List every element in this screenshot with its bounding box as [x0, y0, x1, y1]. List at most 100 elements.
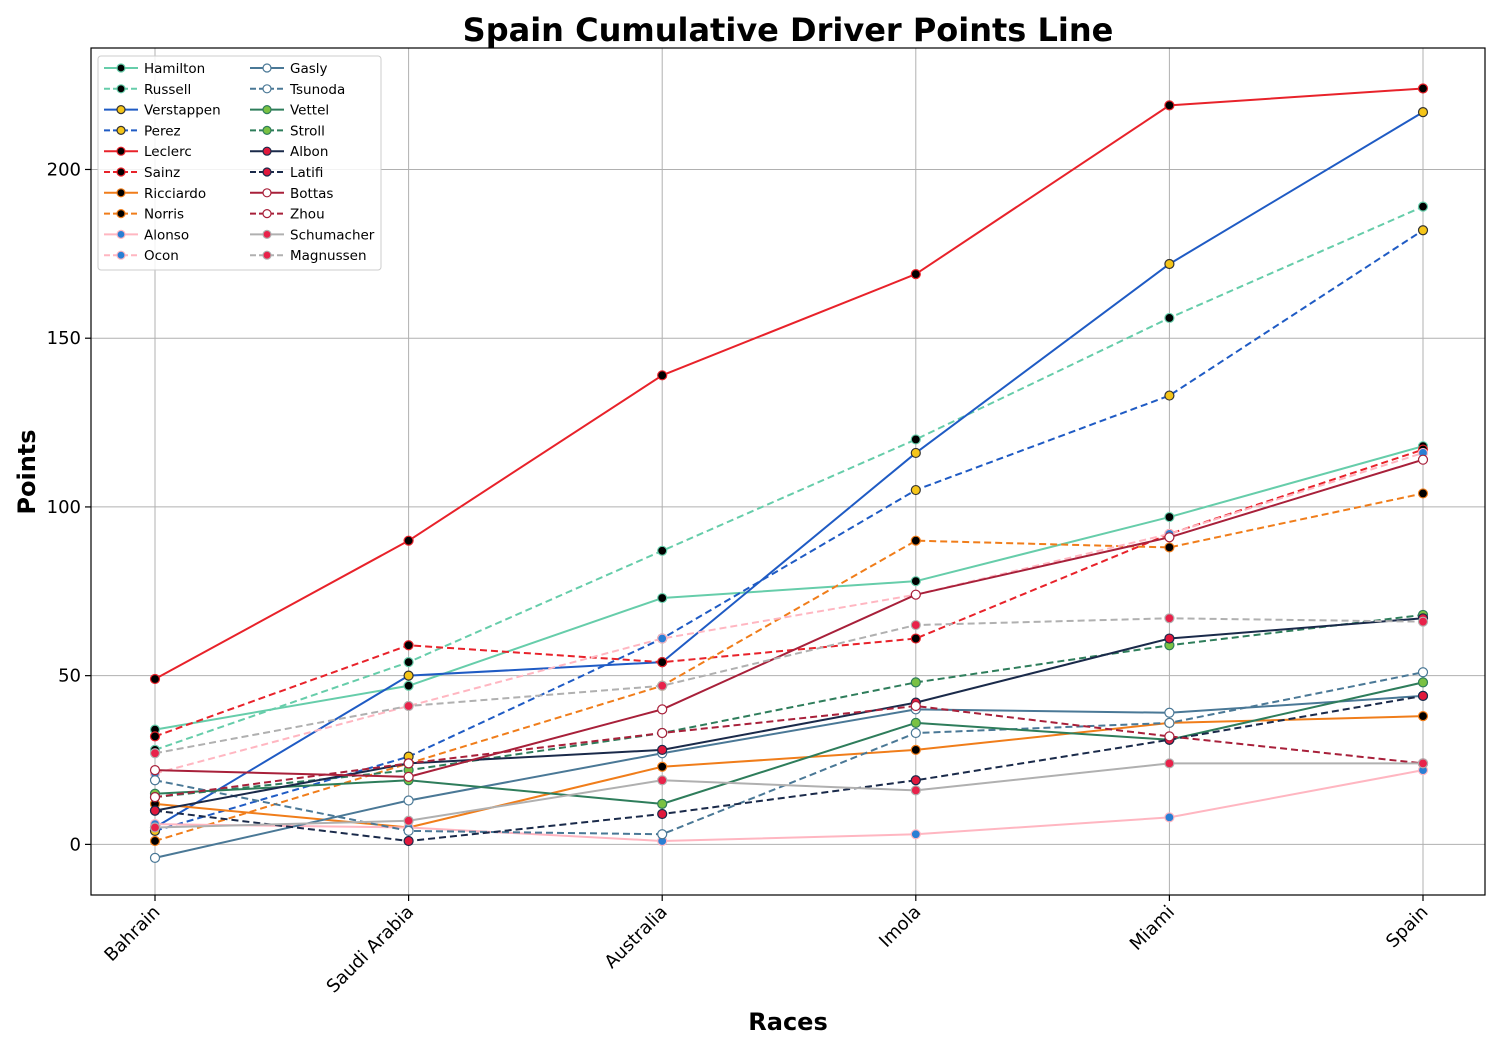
- legend-label: Latifi: [290, 165, 323, 181]
- data-point: [657, 704, 668, 715]
- data-point: [910, 829, 921, 840]
- legend-label: Schumacher: [290, 227, 375, 243]
- series-line: [154, 445, 1424, 731]
- data-point: [1164, 312, 1175, 324]
- data-point: [657, 775, 668, 786]
- series-line: [154, 205, 1424, 751]
- legend-item-ricciardo: Ricciardo: [104, 186, 206, 202]
- y-tick-label: 150: [47, 328, 81, 349]
- data-point: [657, 798, 668, 809]
- series-layer: [149, 83, 1429, 863]
- data-point: [910, 434, 921, 445]
- legend-item-vettel: Vettel: [250, 103, 329, 119]
- data-point: [1417, 488, 1429, 499]
- legend-item-leclerc: Leclerc: [104, 144, 192, 160]
- data-point: [403, 758, 414, 769]
- legend-item-alonso: Alonso: [104, 227, 189, 243]
- data-point: [403, 640, 414, 651]
- data-point: [403, 535, 414, 546]
- series-line: [154, 694, 1424, 843]
- plot-frame: [90, 47, 1486, 896]
- legend-item-stroll: Stroll: [250, 123, 325, 139]
- legend-swatch-marker: [262, 229, 272, 239]
- legend-item-perez: Perez: [104, 123, 181, 139]
- legend-label: Norris: [144, 207, 184, 223]
- legend-swatch-marker: [116, 229, 126, 239]
- data-point: [657, 727, 668, 739]
- data-point: [149, 792, 161, 803]
- data-point: [1164, 542, 1175, 553]
- series-line: [154, 458, 1424, 778]
- data-point: [149, 805, 161, 816]
- data-point: [910, 576, 921, 587]
- data-point: [910, 775, 921, 786]
- data-point: [1164, 532, 1175, 543]
- data-point: [1417, 711, 1429, 722]
- data-point: [910, 619, 921, 631]
- data-point: [910, 744, 921, 755]
- data-point: [1417, 677, 1429, 688]
- legend-label: Gasly: [290, 61, 328, 77]
- y-tick-label: 0: [70, 834, 81, 855]
- data-point: [657, 657, 668, 668]
- data-point: [149, 731, 161, 742]
- series-line: [154, 111, 1424, 829]
- y-axis-ticks: 0 50 100 150 200: [47, 159, 91, 855]
- series-bottas: [149, 454, 1429, 782]
- legend-swatch-marker: [116, 104, 126, 115]
- legend-item-norris: Norris: [104, 207, 184, 223]
- data-point: [403, 670, 414, 681]
- data-point: [1164, 717, 1175, 729]
- legend-item-magnussen: Magnussen: [250, 248, 367, 264]
- legend-label: Verstappen: [144, 103, 221, 119]
- legend-label: Tsunoda: [289, 82, 345, 98]
- y-tick-label: 200: [47, 159, 81, 180]
- legend-swatch-marker: [116, 167, 126, 177]
- data-point: [149, 765, 161, 776]
- y-tick-label: 100: [47, 497, 81, 518]
- legend-label: Russell: [144, 82, 191, 98]
- legend-swatch-marker: [116, 250, 126, 260]
- legend-swatch-marker: [262, 188, 272, 198]
- data-point: [657, 370, 668, 381]
- legend-swatch-marker: [116, 63, 126, 73]
- legend-item-sainz: Sainz: [104, 165, 180, 181]
- data-point: [403, 795, 414, 806]
- data-point: [1164, 613, 1175, 624]
- data-point: [657, 633, 668, 644]
- legend-swatch-marker: [116, 84, 126, 94]
- legend-item-zhou: Zhou: [250, 207, 325, 223]
- legend-label: Sainz: [144, 165, 180, 181]
- legend-item-albon: Albon: [250, 144, 328, 160]
- data-point: [910, 535, 921, 546]
- data-point: [1164, 100, 1175, 111]
- legend-swatch-marker: [116, 209, 126, 219]
- series-line: [154, 87, 1424, 680]
- legend-item-russell: Russell: [104, 82, 191, 98]
- legend-label: Hamilton: [144, 61, 205, 77]
- data-point: [1417, 758, 1429, 769]
- series-line: [154, 617, 1424, 812]
- series-line: [154, 613, 1424, 799]
- data-point: [657, 808, 668, 820]
- legend-label: Magnussen: [290, 248, 367, 264]
- data-point: [1417, 616, 1429, 627]
- legend-swatch-marker: [262, 146, 272, 156]
- data-point: [1164, 633, 1175, 644]
- series-line: [154, 694, 1424, 859]
- legend-box: [97, 55, 382, 271]
- legend: Hamilton Russell Verstappen Perez Leclerc Sai…: [97, 55, 382, 271]
- legend-item-latifi: Latifi: [250, 165, 323, 181]
- series-line: [154, 681, 1424, 805]
- y-tick-label: 50: [58, 666, 81, 687]
- legend-label: Perez: [144, 123, 181, 139]
- series-line: [154, 715, 1424, 829]
- data-point: [1164, 511, 1175, 523]
- data-point: [403, 815, 414, 826]
- legend-label: Vettel: [290, 103, 329, 119]
- data-point: [403, 825, 414, 836]
- data-point: [657, 592, 668, 604]
- data-point: [910, 677, 921, 688]
- data-point: [1417, 454, 1429, 465]
- data-point: [657, 744, 668, 755]
